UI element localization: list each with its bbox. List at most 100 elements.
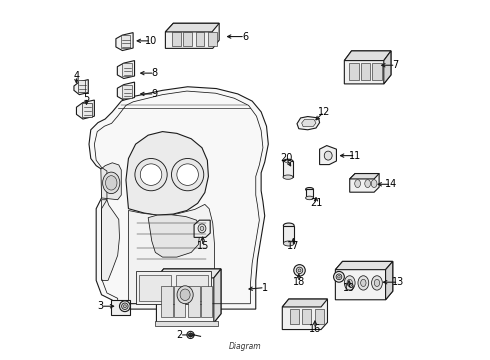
- Polygon shape: [335, 261, 393, 300]
- Polygon shape: [126, 132, 208, 215]
- Ellipse shape: [172, 158, 204, 191]
- Polygon shape: [302, 120, 316, 127]
- Ellipse shape: [296, 267, 303, 274]
- Ellipse shape: [122, 303, 128, 310]
- Ellipse shape: [283, 223, 294, 228]
- Polygon shape: [350, 174, 379, 192]
- Ellipse shape: [177, 286, 193, 304]
- Text: Diagram: Diagram: [229, 342, 261, 351]
- Text: 18: 18: [293, 277, 305, 287]
- Polygon shape: [297, 117, 319, 130]
- Bar: [183, 32, 192, 45]
- Polygon shape: [344, 51, 391, 84]
- Ellipse shape: [120, 301, 130, 312]
- Text: 17: 17: [287, 241, 299, 251]
- Text: 20: 20: [280, 153, 293, 163]
- Text: 19: 19: [343, 283, 355, 293]
- Ellipse shape: [371, 276, 382, 290]
- Ellipse shape: [344, 276, 355, 290]
- Ellipse shape: [371, 180, 377, 188]
- Polygon shape: [117, 60, 135, 78]
- Text: 10: 10: [145, 36, 157, 46]
- Ellipse shape: [200, 226, 204, 230]
- Polygon shape: [74, 80, 88, 95]
- Polygon shape: [128, 204, 215, 304]
- Ellipse shape: [189, 333, 192, 337]
- Bar: [172, 32, 181, 45]
- Ellipse shape: [135, 158, 167, 191]
- Bar: [174, 286, 186, 318]
- Ellipse shape: [177, 164, 198, 185]
- Ellipse shape: [374, 279, 380, 287]
- Bar: [349, 63, 359, 80]
- Bar: [122, 85, 132, 98]
- Bar: [283, 161, 293, 177]
- Bar: [139, 275, 172, 301]
- Ellipse shape: [285, 160, 291, 163]
- Bar: [208, 32, 217, 45]
- Text: 4: 4: [74, 71, 79, 81]
- Polygon shape: [282, 299, 327, 329]
- Bar: [77, 80, 85, 93]
- Ellipse shape: [306, 196, 314, 200]
- Bar: [306, 189, 314, 198]
- Polygon shape: [344, 51, 391, 60]
- Bar: [372, 63, 382, 80]
- Polygon shape: [214, 269, 221, 323]
- Polygon shape: [156, 269, 221, 278]
- Text: 9: 9: [151, 89, 158, 99]
- Polygon shape: [156, 269, 221, 323]
- Polygon shape: [335, 261, 393, 270]
- Bar: [290, 309, 299, 324]
- Ellipse shape: [334, 271, 344, 282]
- Text: 6: 6: [242, 32, 248, 41]
- Text: 1: 1: [262, 283, 268, 293]
- Ellipse shape: [294, 265, 305, 276]
- Polygon shape: [101, 163, 122, 200]
- Ellipse shape: [355, 180, 361, 188]
- Ellipse shape: [187, 331, 194, 338]
- Bar: [201, 286, 212, 318]
- Bar: [111, 300, 130, 315]
- Bar: [155, 321, 218, 326]
- Bar: [136, 271, 211, 304]
- Text: 12: 12: [318, 107, 330, 117]
- Bar: [82, 103, 92, 117]
- Text: 3: 3: [98, 301, 104, 311]
- Bar: [315, 309, 324, 324]
- Polygon shape: [384, 51, 391, 84]
- Polygon shape: [76, 100, 95, 119]
- Ellipse shape: [102, 172, 120, 194]
- Bar: [122, 63, 132, 76]
- Ellipse shape: [336, 274, 342, 280]
- Bar: [161, 286, 173, 318]
- Polygon shape: [117, 82, 135, 100]
- Text: 7: 7: [392, 60, 399, 70]
- Polygon shape: [166, 23, 219, 32]
- Ellipse shape: [283, 159, 293, 163]
- Ellipse shape: [306, 188, 314, 191]
- Ellipse shape: [283, 241, 294, 246]
- Ellipse shape: [358, 276, 368, 290]
- Text: 13: 13: [392, 277, 405, 287]
- Polygon shape: [194, 220, 210, 237]
- Bar: [283, 226, 294, 243]
- Text: 5: 5: [83, 93, 90, 103]
- Text: 2: 2: [176, 330, 183, 340]
- Bar: [361, 63, 370, 80]
- Bar: [121, 35, 130, 48]
- Ellipse shape: [361, 279, 366, 287]
- Polygon shape: [386, 261, 393, 300]
- Ellipse shape: [198, 224, 206, 233]
- Text: 11: 11: [349, 150, 362, 161]
- Ellipse shape: [365, 180, 370, 188]
- Ellipse shape: [338, 275, 340, 278]
- Polygon shape: [89, 87, 269, 309]
- Polygon shape: [319, 145, 337, 165]
- Polygon shape: [350, 174, 379, 179]
- Text: 15: 15: [196, 241, 209, 251]
- Bar: [188, 286, 200, 318]
- Ellipse shape: [180, 289, 190, 301]
- Ellipse shape: [298, 269, 301, 272]
- Text: 14: 14: [385, 179, 397, 189]
